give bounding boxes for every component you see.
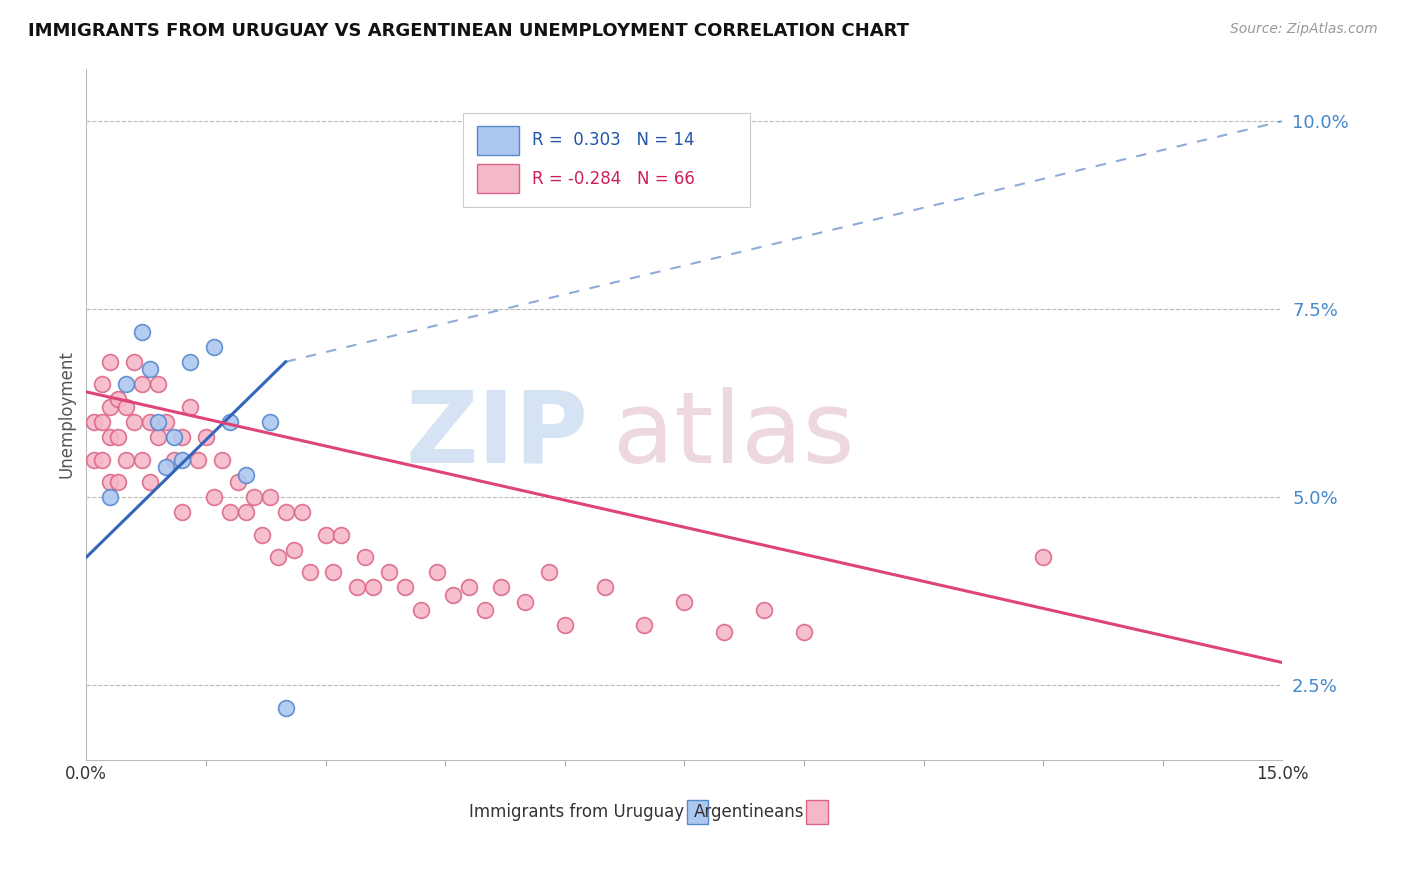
Point [107,392,129,407]
Point [83,452,105,467]
Point [346,580,368,594]
Point [474,603,496,617]
Point [91,415,114,429]
Point [330,527,353,541]
Point [235,505,257,519]
Point [115,400,138,414]
Point [250,527,273,541]
Point [274,505,297,519]
Point [315,527,337,541]
Point [131,325,153,339]
Point [163,430,186,444]
Point [211,452,233,467]
FancyBboxPatch shape [478,164,519,193]
Text: Immigrants from Uruguay: Immigrants from Uruguay [470,803,685,822]
Point [115,452,138,467]
Point [378,566,401,580]
Point [218,415,240,429]
Point [235,467,257,482]
Point [322,566,344,580]
Point [98,430,121,444]
Point [122,415,145,429]
Point [91,377,114,392]
Text: R = -0.284   N = 66: R = -0.284 N = 66 [533,169,696,187]
Point [537,566,560,580]
Point [139,475,162,489]
Point [489,580,512,594]
Point [226,475,249,489]
Point [633,618,655,632]
Point [411,603,433,617]
Point [131,377,153,392]
Point [170,452,193,467]
Point [146,377,169,392]
Point [91,452,114,467]
Point [179,400,201,414]
Point [155,415,177,429]
Point [266,550,288,565]
Point [354,550,377,565]
Point [458,580,481,594]
Point [155,460,177,475]
Point [107,430,129,444]
Point [259,490,281,504]
Point [146,415,169,429]
Text: ZIP: ZIP [406,386,589,483]
Point [115,377,138,392]
Point [139,362,162,376]
Point [107,475,129,489]
Point [259,415,281,429]
Y-axis label: Unemployment: Unemployment [58,351,75,478]
Point [170,505,193,519]
Point [673,595,696,609]
Text: Argentineans: Argentineans [693,803,804,822]
Point [426,566,449,580]
Point [513,595,536,609]
Point [131,452,153,467]
Point [98,355,121,369]
Point [554,618,576,632]
Point [394,580,416,594]
Point [202,340,225,354]
Point [1032,550,1054,565]
Point [593,580,616,594]
FancyBboxPatch shape [686,800,709,824]
Point [363,580,385,594]
Text: atlas: atlas [613,386,855,483]
Point [274,700,297,714]
FancyBboxPatch shape [478,126,519,155]
FancyBboxPatch shape [463,113,751,207]
Point [290,505,312,519]
Point [179,355,201,369]
Point [170,430,193,444]
FancyBboxPatch shape [806,800,828,824]
Point [283,542,305,557]
Point [202,490,225,504]
Point [98,400,121,414]
Point [298,566,321,580]
Text: Source: ZipAtlas.com: Source: ZipAtlas.com [1230,22,1378,37]
Point [187,452,209,467]
Text: R =  0.303   N = 14: R = 0.303 N = 14 [533,131,695,150]
Point [122,355,145,369]
Point [139,415,162,429]
Point [98,475,121,489]
Text: IMMIGRANTS FROM URUGUAY VS ARGENTINEAN UNEMPLOYMENT CORRELATION CHART: IMMIGRANTS FROM URUGUAY VS ARGENTINEAN U… [28,22,910,40]
Point [98,490,121,504]
Point [194,430,217,444]
Point [441,588,464,602]
Point [83,415,105,429]
Point [752,603,775,617]
Point [218,505,240,519]
Point [793,625,815,640]
Point [146,430,169,444]
Point [713,625,735,640]
Point [242,490,264,504]
Point [163,452,186,467]
